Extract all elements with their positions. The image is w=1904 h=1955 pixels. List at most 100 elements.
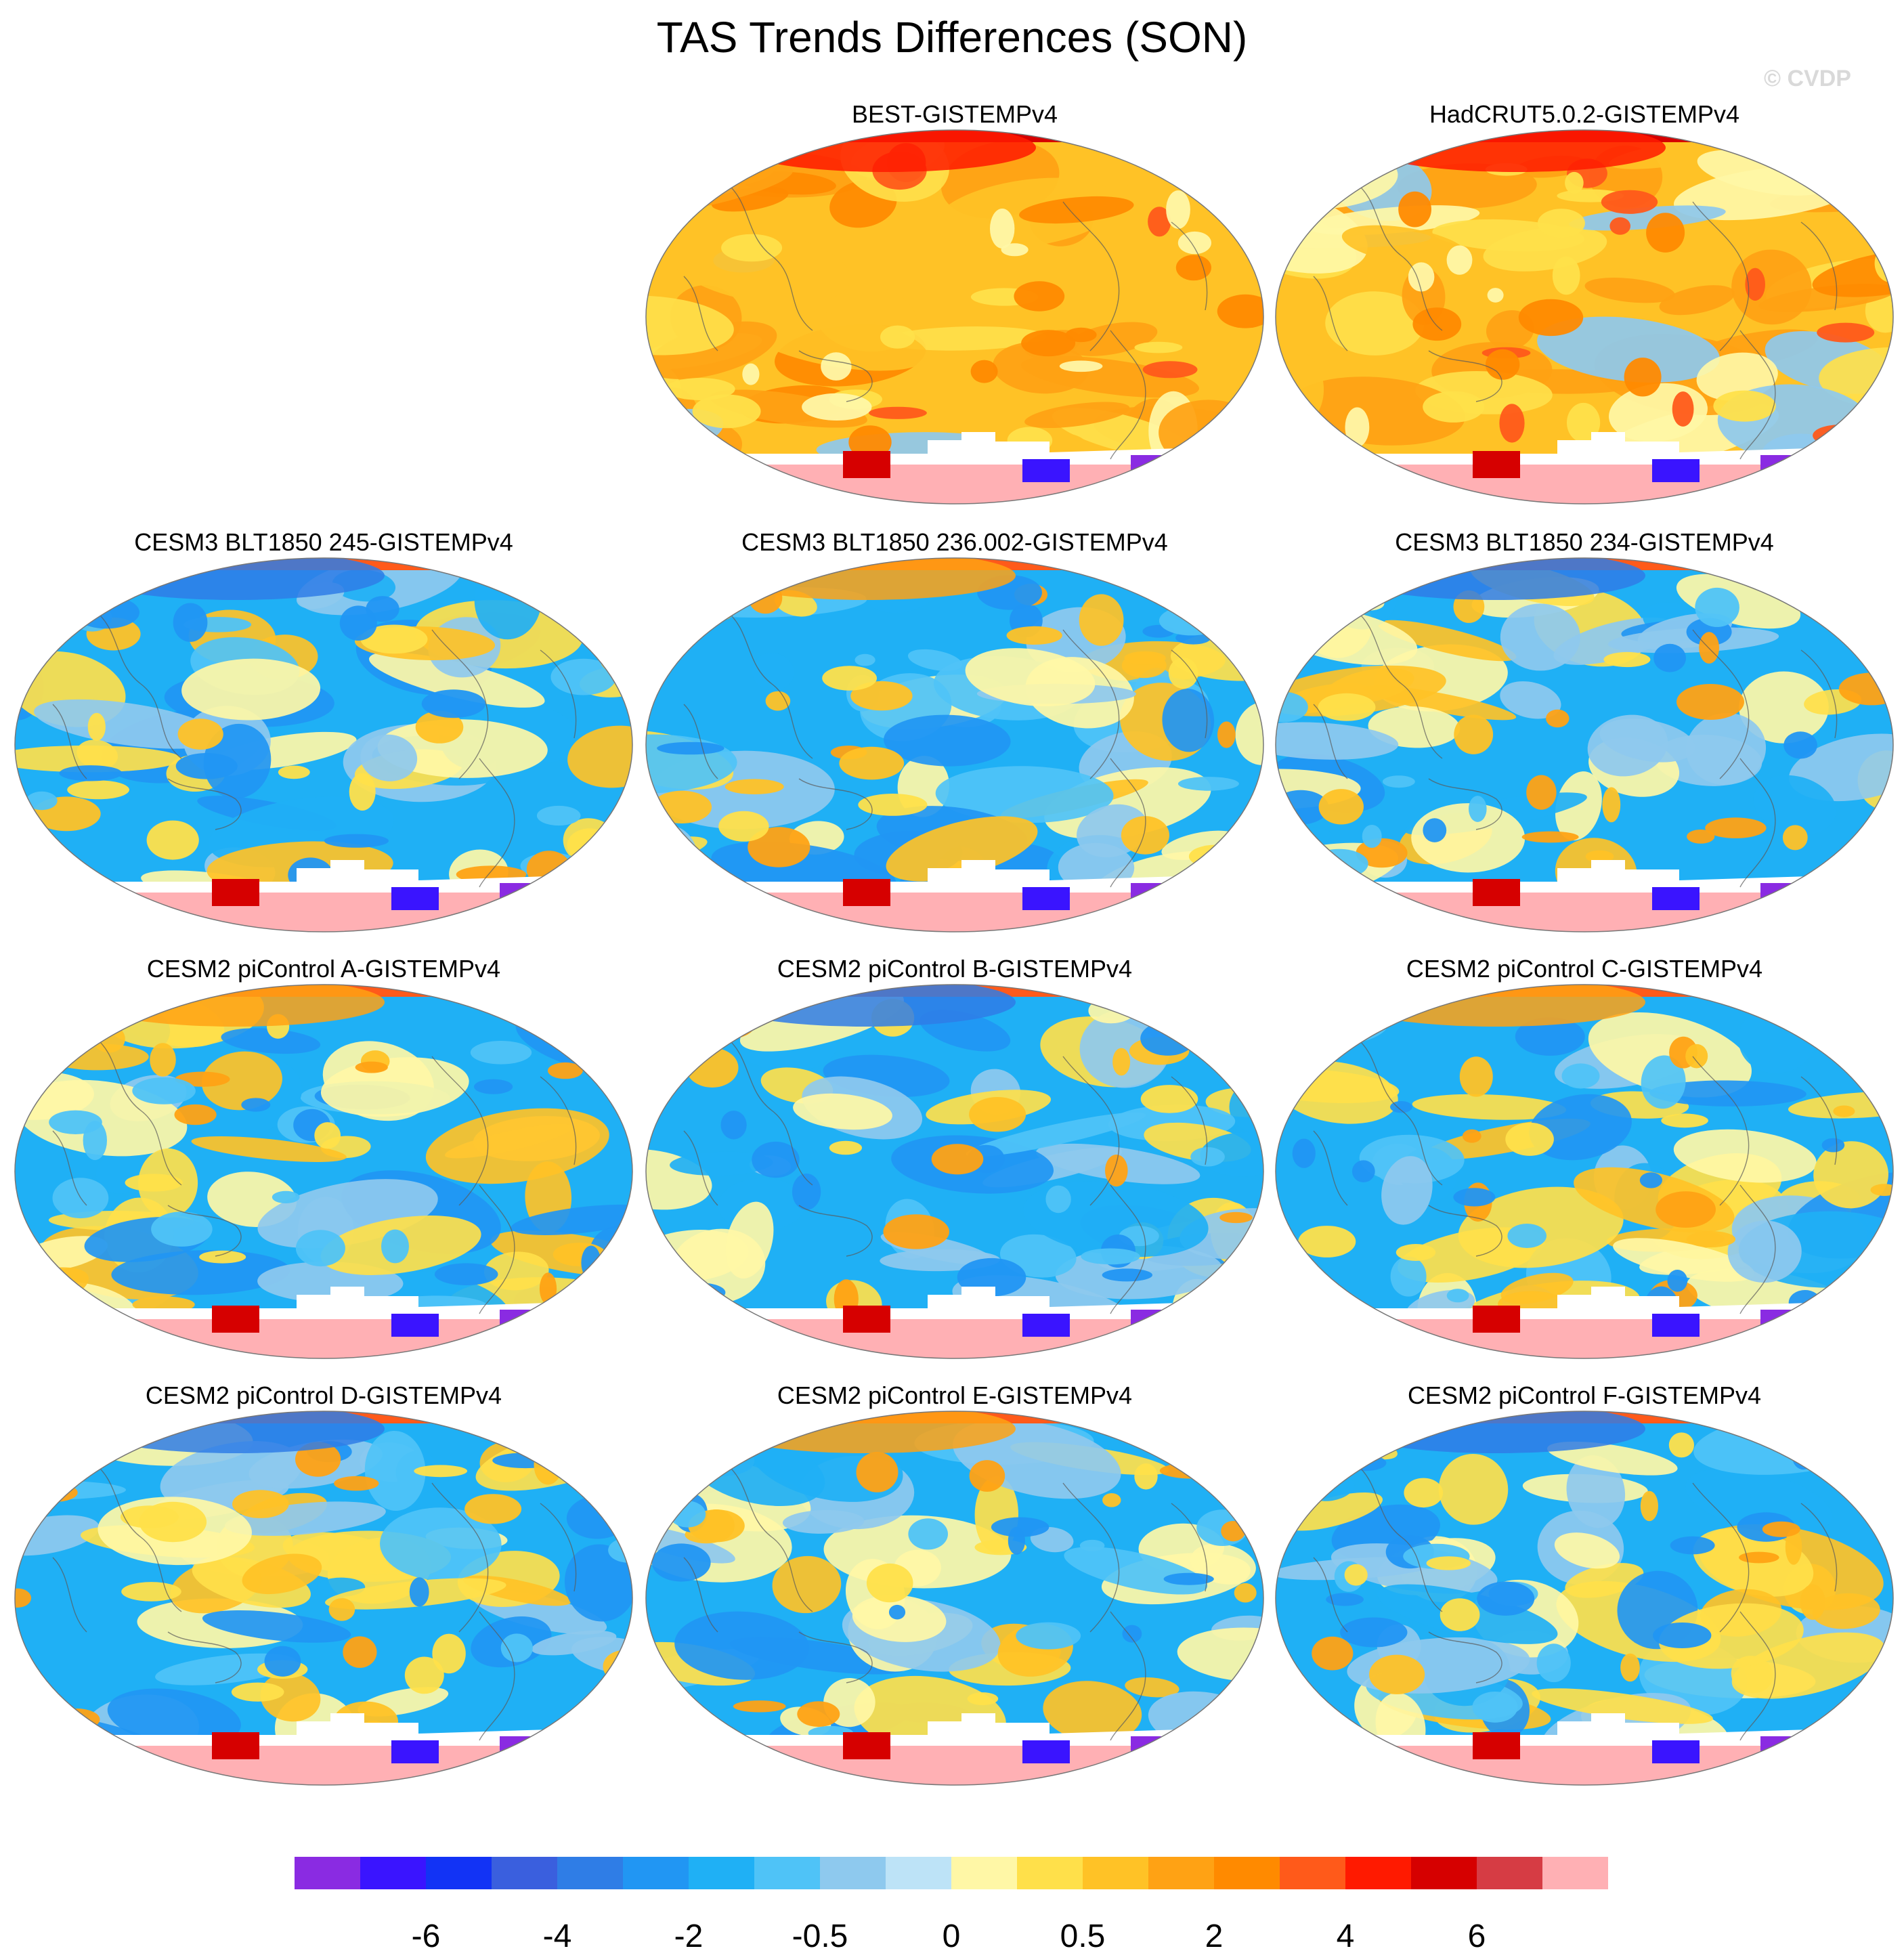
anomaly-patch <box>1585 850 1614 863</box>
anomaly-region <box>1283 1492 1383 1531</box>
map-frame <box>645 984 1264 1359</box>
anomaly-patch <box>121 1582 181 1602</box>
anomaly-patch <box>1686 1230 1736 1248</box>
coastline <box>431 629 489 779</box>
coastline <box>1692 1482 1750 1633</box>
anomaly-patch <box>1861 652 1893 664</box>
anomaly-patch <box>703 999 758 1039</box>
antarctica-region <box>646 1319 1263 1358</box>
map-frame <box>1275 129 1894 504</box>
anomaly-patch <box>52 582 106 607</box>
colorbar-tick-label: 0.5 <box>1060 1918 1106 1954</box>
anomaly-patch <box>1423 391 1485 423</box>
panel-title: CESM2 piControl C-GISTEMPv4 <box>1406 955 1763 983</box>
panel-title: HadCRUT5.0.2-GISTEMPv4 <box>1429 100 1740 128</box>
anomaly-region <box>1731 249 1812 325</box>
anomaly-region <box>34 699 221 749</box>
anomaly-patch <box>1079 1539 1105 1551</box>
anomaly-patch <box>464 1494 522 1524</box>
anomaly-patch <box>1390 1101 1412 1113</box>
anomaly-region <box>772 1555 842 1614</box>
anomaly-patch <box>883 1214 949 1249</box>
coastline <box>479 1611 515 1741</box>
anomaly-region <box>729 1637 908 1675</box>
coastline <box>798 1205 873 1257</box>
anomaly-region <box>203 723 272 799</box>
anomaly-patch <box>1344 1455 1387 1471</box>
anomaly-patch <box>1668 1432 1694 1458</box>
colorbar-swatch <box>754 1857 821 1889</box>
anomaly-patch <box>1344 1564 1368 1586</box>
anomaly-region <box>1739 671 1829 744</box>
coastline <box>1692 629 1750 779</box>
anomaly-patch <box>858 794 928 816</box>
antarctic-warm-patch <box>1473 1306 1520 1333</box>
anomaly-patch <box>848 425 892 459</box>
anomaly-patch <box>1518 299 1584 337</box>
anomaly-patch <box>175 753 238 779</box>
antarctica-region <box>1276 1746 1893 1785</box>
anomaly-patch <box>1217 294 1263 328</box>
panel-title: CESM2 piControl D-GISTEMPv4 <box>145 1381 502 1409</box>
anomaly-patch <box>1653 643 1686 672</box>
anomaly-patch <box>1112 1048 1131 1076</box>
anomaly-region <box>1649 1080 1806 1107</box>
coastline <box>167 1631 242 1683</box>
map-panel <box>14 984 633 1359</box>
anomaly-patch <box>969 1460 1005 1492</box>
anomaly-region <box>369 652 545 708</box>
coastline <box>1171 1076 1208 1165</box>
anomaly-patch <box>990 209 1015 249</box>
coastline <box>431 1056 489 1206</box>
coastline <box>93 1035 182 1186</box>
anomaly-patch <box>1249 436 1263 458</box>
anomaly-patch <box>1603 651 1651 668</box>
anomaly-patch <box>1408 262 1435 292</box>
antarctic-cool-patch <box>1022 459 1070 482</box>
anomaly-region <box>1024 402 1130 429</box>
anomaly-patch <box>360 624 428 654</box>
anomaly-patch <box>1552 256 1580 295</box>
panel-title: CESM2 piControl B-GISTEMPv4 <box>777 955 1133 983</box>
colorbar-swatch <box>557 1857 624 1889</box>
anomaly-region <box>1500 681 1561 719</box>
anomaly-patch <box>1536 1644 1571 1683</box>
anomaly-patch <box>1292 1138 1316 1168</box>
anomaly-patch <box>1326 1593 1364 1606</box>
anomaly-patch <box>797 1701 840 1727</box>
anomaly-patch <box>1813 425 1867 447</box>
anomaly-patch <box>334 1476 379 1491</box>
anomaly-patch <box>1824 1439 1874 1469</box>
colorbar-tick-label: 4 <box>1336 1918 1355 1954</box>
anomaly-region <box>1788 1092 1893 1119</box>
coastline <box>479 1184 515 1314</box>
anomaly-region <box>1599 718 1695 762</box>
panel-title: BEST-GISTEMPv4 <box>851 100 1058 128</box>
antarctica-region <box>646 465 1263 504</box>
coastline <box>1110 1184 1146 1314</box>
anomaly-region <box>1685 1468 1832 1535</box>
coastline <box>1739 758 1776 888</box>
anomaly-region <box>1537 316 1720 383</box>
anomaly-patch <box>742 363 760 385</box>
coastline <box>1739 330 1776 460</box>
anomaly-patch <box>1081 1248 1140 1265</box>
anomaly-region <box>1381 1156 1433 1225</box>
anomaly-region <box>1813 1141 1888 1209</box>
anomaly-patch <box>792 1174 821 1210</box>
anomaly-patch <box>567 828 612 863</box>
coastline <box>93 609 182 759</box>
anomaly-patch <box>1472 1692 1518 1723</box>
anomaly-patch <box>646 1704 670 1736</box>
anomaly-patch <box>1175 255 1211 281</box>
anomaly-region <box>793 1093 892 1130</box>
coastline <box>1428 1631 1502 1683</box>
anomaly-patch <box>970 360 998 383</box>
anomaly-patch <box>343 1636 377 1668</box>
anomaly-region <box>1659 285 1735 316</box>
anomaly-region <box>191 1136 347 1162</box>
anomaly-patch <box>880 325 915 349</box>
colorbar-swatch <box>623 1857 689 1889</box>
map-panel <box>14 1411 633 1786</box>
anomaly-patch <box>1670 1536 1715 1555</box>
